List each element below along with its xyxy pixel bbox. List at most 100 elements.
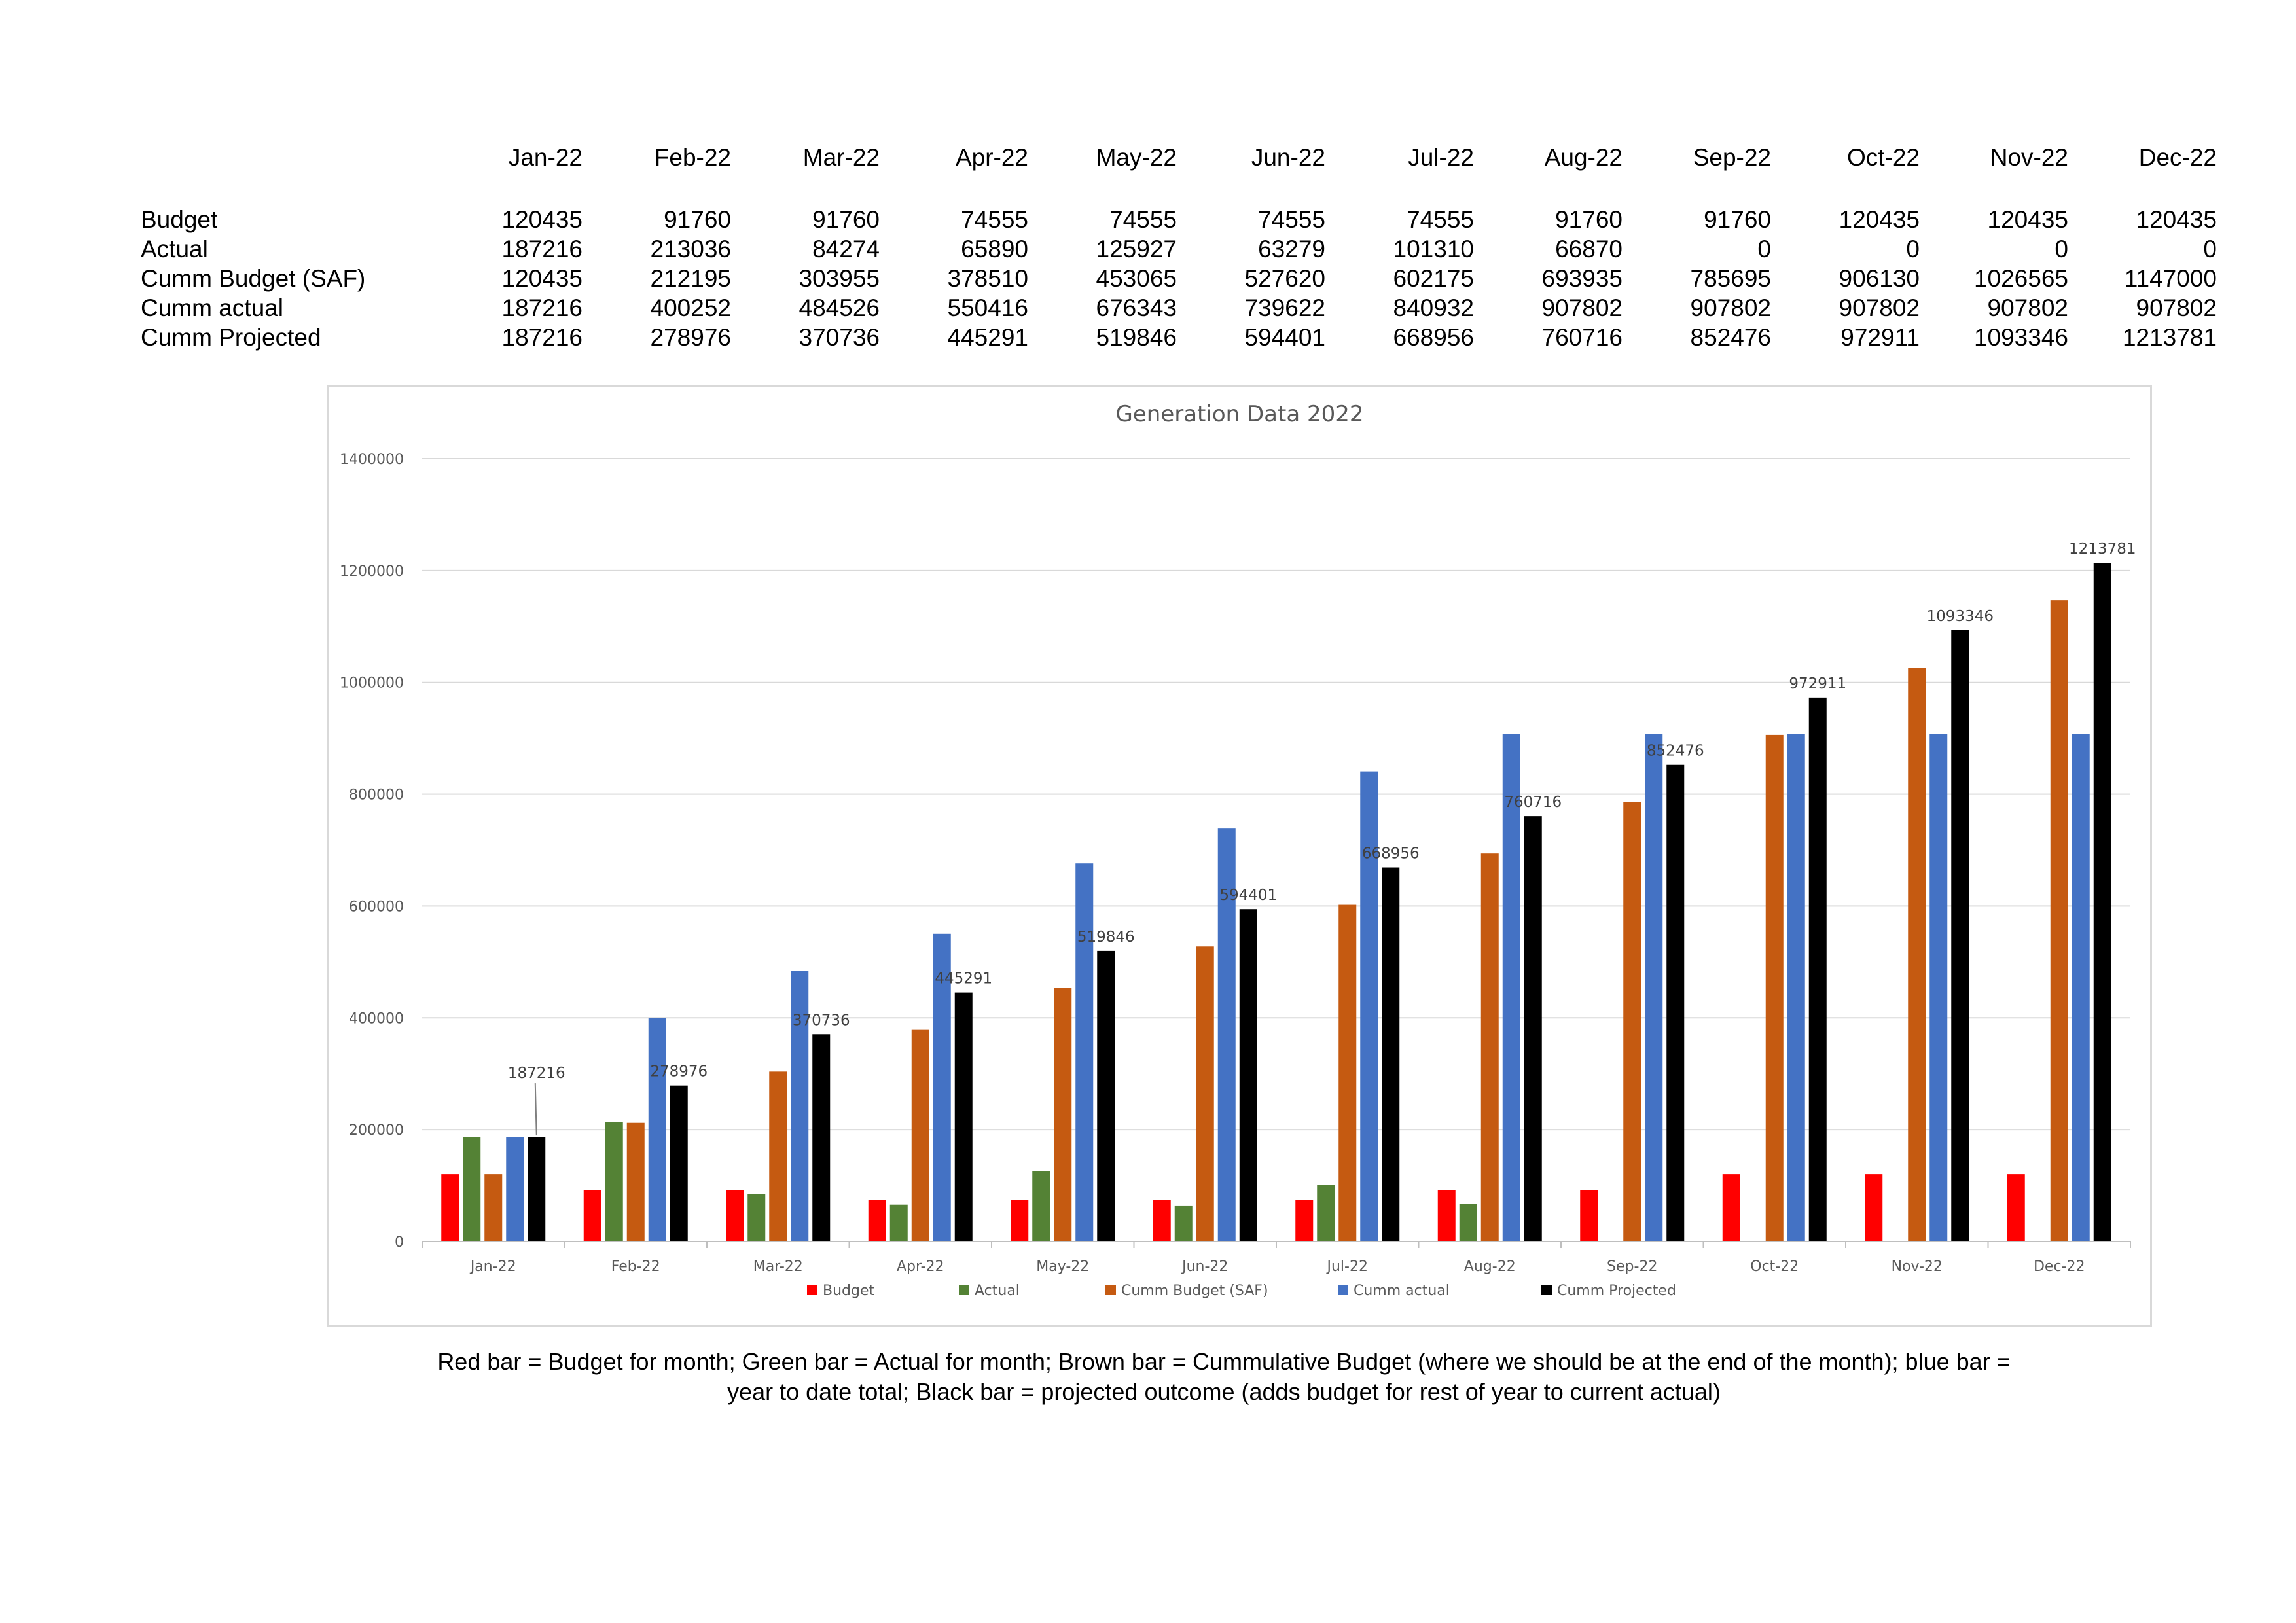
- table-cell: 91760: [1704, 206, 1771, 233]
- bar-cumm-actual: [1645, 734, 1663, 1241]
- x-tick-label: Feb-22: [611, 1258, 660, 1275]
- bar-cumm-budget-saf: [1480, 853, 1499, 1241]
- y-tick-label: 200000: [349, 1122, 404, 1139]
- table-cell: 668956: [1393, 324, 1474, 351]
- legend: Budget Actual Cumm Budget (SAF) Cumm actual…: [807, 1283, 1676, 1299]
- data-label: 278976: [650, 1063, 708, 1080]
- bar-cumm-budget-saf: [1054, 988, 1072, 1241]
- legend-swatch: [807, 1285, 817, 1295]
- bar-budget: [1722, 1174, 1740, 1241]
- table-cell: 594401: [1244, 324, 1325, 351]
- table-cell: 453065: [1096, 265, 1177, 292]
- legend-label: Cumm actual: [1354, 1283, 1450, 1299]
- table-cell: 187216: [501, 236, 583, 262]
- table-cell: 101310: [1393, 236, 1474, 262]
- data-label: 668956: [1362, 846, 1420, 863]
- x-tick-label: Apr-22: [897, 1258, 944, 1275]
- chart-title: Generation Data 2022: [1116, 401, 1364, 427]
- y-tick-label: 0: [395, 1234, 404, 1251]
- bar-cumm-budget-saf: [1196, 946, 1214, 1241]
- bar-budget: [1011, 1200, 1029, 1241]
- data-label: 1213781: [2069, 541, 2136, 558]
- legend-swatch: [1541, 1285, 1552, 1295]
- bar-cumm-projected: [670, 1085, 688, 1241]
- y-tick-label: 400000: [349, 1010, 404, 1027]
- table-cell: 484526: [798, 294, 880, 321]
- data-label-leader: [534, 1083, 537, 1136]
- data-table: Jan-22 Feb-22 Mar-22 Apr-22 May-22 Jun-2…: [137, 143, 2217, 352]
- bar-actual: [1317, 1185, 1335, 1241]
- data-label: 519846: [1077, 929, 1135, 946]
- table-cell: 907802: [1987, 294, 2068, 321]
- table-cell: 907802: [1541, 294, 1623, 321]
- table-cell: 74555: [1109, 206, 1177, 233]
- y-tick-label: 1000000: [340, 675, 404, 692]
- x-tick-label: Sep-22: [1607, 1258, 1657, 1275]
- bar-budget: [1865, 1174, 1883, 1241]
- table-cell: 785695: [1690, 265, 1771, 292]
- bar-cumm-budget-saf: [769, 1071, 787, 1241]
- bar-cumm-budget-saf: [1623, 802, 1641, 1241]
- month-header: May-22: [1096, 144, 1177, 171]
- table-corner: [137, 143, 434, 172]
- table-cell: 676343: [1096, 294, 1177, 321]
- bar-cumm-actual: [2072, 734, 2090, 1241]
- data-label: 760716: [1504, 794, 1562, 811]
- month-header: Nov-22: [1990, 144, 2068, 171]
- bar-cumm-projected: [1666, 764, 1685, 1241]
- bar-cumm-actual: [1360, 771, 1378, 1241]
- legend-label: Cumm Budget (SAF): [1121, 1283, 1268, 1299]
- data-label: 187216: [508, 1065, 565, 1082]
- legend-swatch: [959, 1285, 969, 1295]
- bar-cumm-projected: [812, 1034, 831, 1241]
- table-cell: 602175: [1393, 265, 1474, 292]
- data-label: 370736: [793, 1012, 850, 1029]
- bar-cumm-projected: [1382, 867, 1400, 1241]
- x-tick-label: Mar-22: [753, 1258, 803, 1275]
- table-cell: 1026565: [1973, 265, 2068, 292]
- bar-chart: Generation Data 2022 187216 278976 370736 4…: [340, 401, 2136, 1299]
- y-tick-label: 600000: [349, 899, 404, 915]
- table-row: Cumm actual 187216 400252 484526 550416 67634…: [137, 293, 2217, 323]
- data-label: 972911: [1789, 675, 1846, 692]
- data-label: 852476: [1647, 743, 1704, 760]
- table-cell: 739622: [1244, 294, 1325, 321]
- table-cell: 91760: [664, 206, 731, 233]
- y-tick-label: 1400000: [340, 452, 404, 468]
- table-cell: 0: [2054, 236, 2068, 262]
- bar-cumm-projected: [1808, 697, 1827, 1241]
- bar-cumm-budget-saf: [911, 1029, 929, 1241]
- table-body: Budget 120435 91760 91760 74555 74555 74555 745…: [137, 172, 2217, 352]
- row-label: Actual: [141, 236, 208, 262]
- table-cell: 84274: [812, 236, 880, 262]
- table-cell: 907802: [1690, 294, 1771, 321]
- table-cell: 1213781: [2122, 324, 2217, 351]
- legend-swatch: [1105, 1285, 1116, 1295]
- legend-swatch: [1338, 1285, 1348, 1295]
- bar-cumm-projected: [1524, 816, 1542, 1241]
- bar-budget: [2007, 1174, 2025, 1241]
- table-cell: 91760: [812, 206, 880, 233]
- bar-cumm-actual: [1075, 863, 1094, 1241]
- bar-cumm-budget-saf: [1908, 668, 1926, 1241]
- bar-budget: [583, 1190, 601, 1241]
- table-cell: 0: [1757, 236, 1771, 262]
- table-cell: 550416: [947, 294, 1028, 321]
- bar-cumm-actual: [648, 1018, 666, 1241]
- bar-budget: [1153, 1200, 1171, 1241]
- bar-cumm-projected: [954, 992, 973, 1241]
- table-cell: 760716: [1541, 324, 1623, 351]
- table-cell: 1147000: [2124, 265, 2217, 292]
- table-cell: 278976: [650, 324, 731, 351]
- legend-label: Cumm Projected: [1557, 1283, 1676, 1299]
- bar-cumm-projected: [1097, 950, 1115, 1241]
- x-tick-label: Jul-22: [1326, 1258, 1368, 1275]
- table-cell: 907802: [2136, 294, 2217, 321]
- month-header: Feb-22: [654, 144, 731, 171]
- month-header: Dec-22: [2138, 144, 2217, 171]
- table-cell: 120435: [2136, 206, 2217, 233]
- table-cell: 0: [1906, 236, 1920, 262]
- month-header: Sep-22: [1693, 144, 1771, 171]
- bar-cumm-budget-saf: [626, 1122, 645, 1241]
- bar-cumm-projected: [1239, 909, 1257, 1241]
